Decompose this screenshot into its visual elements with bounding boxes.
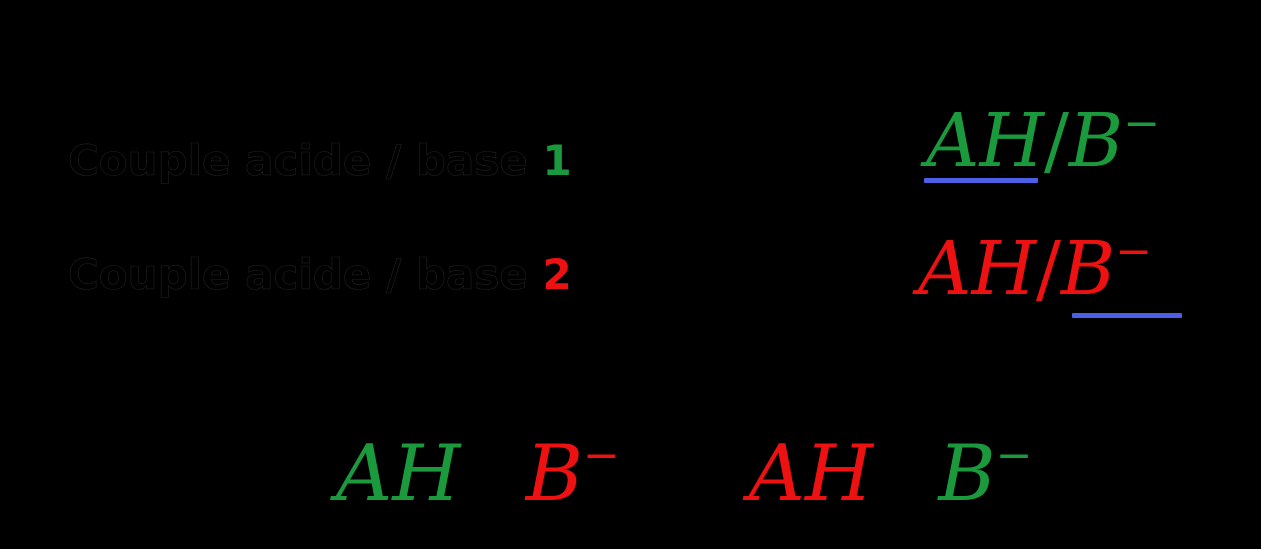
couple-1-base: B [1068, 98, 1124, 184]
couple-2-base: B [1060, 226, 1116, 312]
equation-equals-sign: = [649, 425, 719, 520]
couple-2-label: Couple acide / base 2 [68, 253, 572, 296]
reaction-equation: AH+B− = AH+B− [336, 432, 1033, 514]
couple-1-slash: / [1043, 98, 1069, 184]
equation-product-charge: − [995, 430, 1033, 481]
couple-2-formula: AH/B− [918, 230, 1152, 307]
equation-plus-2: + [873, 429, 939, 519]
couple-1-label-text: Couple acide / base [68, 136, 528, 185]
couple-1-number: 1 [542, 136, 572, 185]
couple-1-acid: AH [926, 98, 1044, 184]
equation-reactant-acid: AH [336, 429, 461, 519]
couple-1-formula: AH/B− [926, 102, 1160, 179]
equation-product-acid: AH [748, 429, 873, 519]
couple-1-charge: − [1123, 98, 1161, 149]
couple-1-acid-underline [924, 178, 1038, 183]
equation-plus-1: + [460, 429, 526, 519]
couple-2-charge: − [1115, 226, 1153, 277]
couple-2-acid: AH [918, 226, 1036, 312]
couple-2-slash: / [1035, 226, 1061, 312]
couple-2-label-text: Couple acide / base [68, 250, 528, 299]
equation-reactant-charge: − [583, 430, 620, 481]
equation-product-base: B [938, 429, 996, 519]
couple-1-label: Couple acide / base 1 [68, 139, 572, 182]
couple-2-number: 2 [542, 250, 572, 299]
couple-2-base-underline [1072, 313, 1182, 318]
equation-reactant-base: B [525, 429, 584, 519]
